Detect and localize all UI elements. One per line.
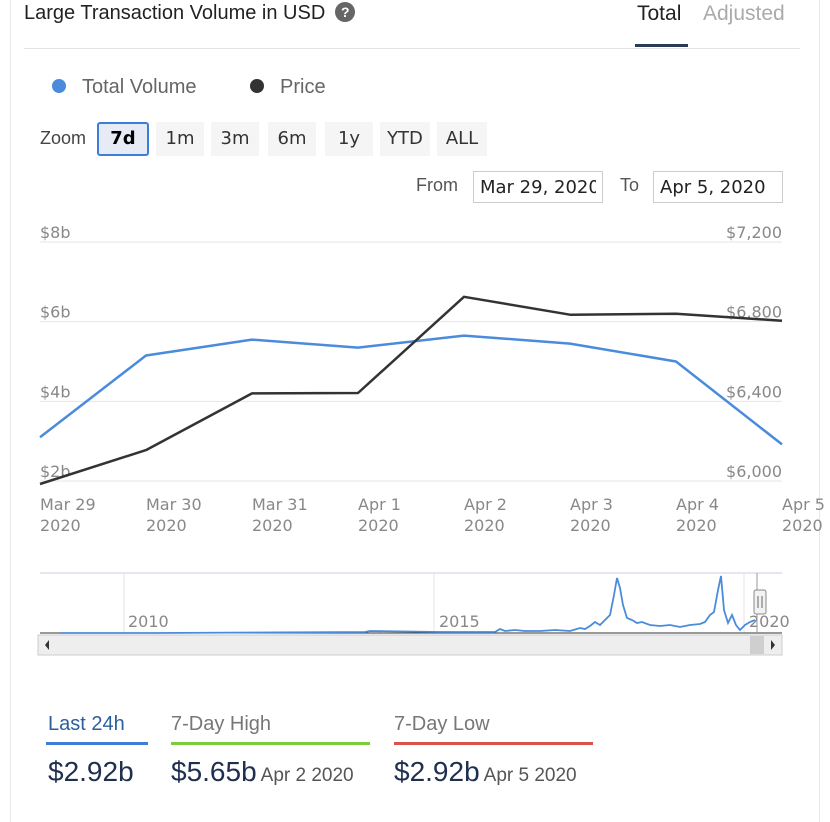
stat-label-7day-low: 7-Day Low — [394, 713, 490, 735]
scroll-left-arrow-icon[interactable] — [45, 640, 49, 650]
stat-amount: $2.92b — [394, 756, 480, 787]
stat-value-7day-low: $2.92b Apr 5 2020 — [394, 756, 577, 788]
legend-item-price[interactable]: Price — [250, 76, 326, 99]
stat-amount: $2.92b — [48, 756, 134, 787]
range-to-input[interactable] — [653, 171, 783, 203]
header-divider — [24, 48, 800, 49]
range-to-label: To — [620, 175, 640, 195]
stat-bar-last-24h — [46, 742, 148, 745]
stat-amount: $5.65b — [171, 756, 257, 787]
tab-total[interactable]: Total — [637, 2, 682, 25]
tab-adjusted[interactable]: Adjusted — [703, 2, 785, 25]
range-from-label: From — [416, 175, 458, 195]
navigator-scrollbar[interactable] — [37, 634, 783, 656]
zoom-1m-button[interactable]: 1m — [156, 122, 204, 156]
stat-date: Apr 2 2020 — [260, 765, 354, 786]
chart-title-text: Large Transaction Volume in USD — [24, 2, 326, 24]
zoom-ytd-button[interactable]: YTD — [380, 122, 430, 156]
zoom-3m-button[interactable]: 3m — [211, 122, 259, 156]
navigator-volume-line — [60, 575, 756, 634]
chart-title: Large Transaction Volume in USD? — [24, 1, 356, 25]
stat-label-7day-high: 7-Day High — [171, 713, 272, 735]
legend-marker-total-volume — [52, 78, 66, 93]
zoom-all-button[interactable]: ALL — [437, 122, 487, 156]
legend-item-total-volume[interactable]: Total Volume — [52, 76, 197, 99]
legend-marker-price — [250, 78, 264, 93]
navigator-label-2015: 2015 — [439, 612, 480, 631]
range-from-input[interactable] — [473, 171, 603, 203]
stat-value-7day-high: $5.65b Apr 2 2020 — [171, 756, 354, 788]
zoom-7d-button[interactable]: 7d — [97, 122, 149, 156]
stat-date: Apr 5 2020 — [483, 765, 577, 786]
stat-bar-7day-low — [394, 742, 593, 745]
zoom-label: Zoom — [40, 128, 87, 148]
stat-label-last-24h: Last 24h — [48, 713, 125, 735]
navigator-label-2020: 2020 — [749, 612, 790, 631]
zoom-6m-button[interactable]: 6m — [268, 122, 316, 156]
navigator[interactable]: 2010 2015 2020 — [0, 570, 830, 660]
stat-value-last-24h: $2.92b — [48, 756, 134, 788]
navigator-label-2010: 2010 — [128, 612, 169, 631]
active-tab-indicator — [635, 44, 688, 47]
scroll-right-arrow-icon[interactable] — [771, 640, 775, 650]
legend-label: Price — [280, 76, 326, 98]
navigator-scrollbar-thumb[interactable] — [750, 636, 764, 654]
help-icon[interactable]: ? — [335, 1, 356, 22]
navigator-handle[interactable] — [753, 589, 767, 615]
zoom-1y-button[interactable]: 1y — [325, 122, 373, 156]
legend-label: Total Volume — [82, 76, 197, 98]
stat-bar-7day-high — [171, 742, 370, 745]
